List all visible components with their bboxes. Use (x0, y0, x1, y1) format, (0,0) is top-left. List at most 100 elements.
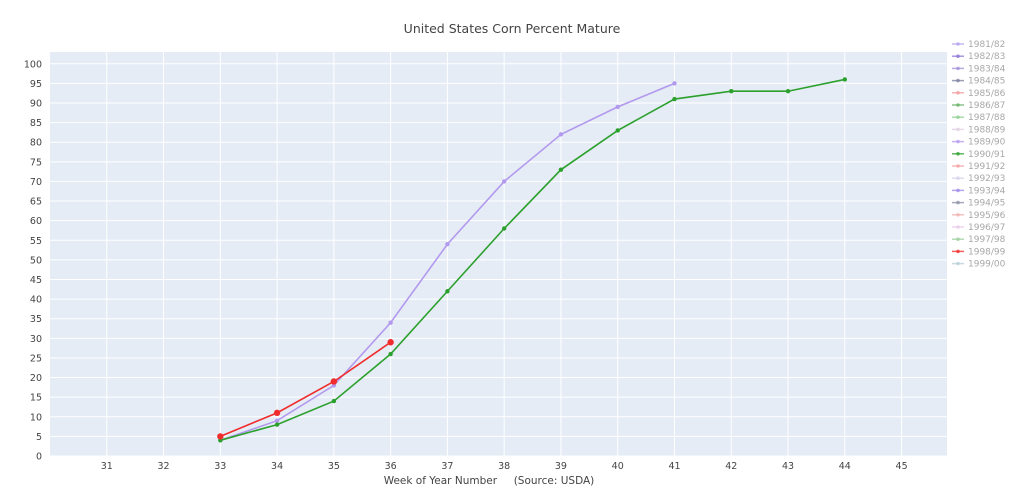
y-tick-label: 55 (30, 236, 42, 247)
data-point (388, 320, 393, 325)
legend-item[interactable]: 1986/87 (952, 101, 1005, 111)
legend-marker-icon (956, 127, 960, 132)
legend-marker-icon (956, 249, 960, 254)
x-tick-label: 39 (555, 461, 567, 472)
legend-item[interactable]: 1999/00 (952, 260, 1006, 270)
data-point (217, 433, 224, 440)
legend-item[interactable]: 1984/85 (952, 77, 1005, 87)
data-point (273, 409, 281, 417)
y-tick-label: 25 (30, 353, 42, 364)
legend-marker-icon (956, 188, 960, 193)
y-tick-label: 85 (30, 118, 42, 129)
data-point (445, 289, 450, 294)
legend-marker-icon (956, 152, 960, 156)
y-tick-label: 65 (30, 197, 42, 208)
series-line (220, 341, 392, 438)
legend-label: 1998/99 (968, 247, 1006, 257)
legend-label: 1981/82 (968, 40, 1005, 50)
legend-item[interactable]: 1985/86 (952, 89, 1006, 99)
legend-item[interactable]: 1998/99 (952, 247, 1006, 257)
x-tick-label: 31 (101, 461, 113, 472)
legend-marker-icon (956, 54, 960, 58)
legend-label: 1994/95 (968, 199, 1005, 209)
x-tick-label: 45 (896, 461, 908, 472)
legend-marker-icon (956, 261, 960, 266)
legend-marker-icon (956, 91, 960, 95)
legend-item[interactable]: 1992/93 (952, 174, 1005, 184)
data-point (445, 241, 450, 247)
y-tick-label: 5 (36, 432, 42, 443)
legend-item[interactable]: 1995/96 (952, 211, 1006, 221)
legend-item[interactable]: 1982/83 (952, 52, 1005, 62)
legend-label: 1984/85 (968, 77, 1005, 87)
x-tick-label: 42 (725, 461, 737, 472)
series-line (220, 78, 845, 442)
y-tick-label: 45 (30, 275, 42, 286)
y-tick-label: 30 (30, 334, 42, 345)
legend-label: 1997/98 (968, 235, 1006, 245)
legend-item[interactable]: 1991/92 (952, 162, 1005, 172)
legend-label: 1987/88 (968, 113, 1006, 123)
y-tick-label: 75 (30, 157, 42, 168)
x-tick-label: 40 (612, 461, 624, 472)
legend-item[interactable]: 1990/91 (952, 150, 1005, 160)
legend-item[interactable]: 1983/84 (952, 64, 1006, 74)
legend[interactable]: 1981/82 1982/83 1983/84 1984/85 1985/86 1986/… (952, 40, 1006, 270)
legend-marker-icon (956, 139, 960, 144)
data-point (501, 226, 507, 231)
data-point (615, 104, 620, 110)
y-tick-label: 100 (24, 59, 42, 70)
legend-item[interactable]: 1981/82 (952, 40, 1005, 50)
data-point (274, 422, 280, 427)
x-tick-label: 34 (271, 461, 283, 472)
gridlines (50, 52, 947, 457)
legend-label: 1989/90 (968, 138, 1006, 148)
legend-item[interactable]: 1994/95 (952, 199, 1005, 209)
data-point (615, 128, 620, 133)
data-point (274, 418, 280, 423)
y-tick-label: 70 (30, 177, 42, 188)
legend-marker-icon (956, 42, 960, 46)
legend-item[interactable]: 1987/88 (952, 113, 1006, 123)
legend-item[interactable]: 1996/97 (952, 223, 1005, 233)
legend-item[interactable]: 1988/89 (952, 125, 1006, 135)
legend-marker-icon (956, 164, 960, 168)
y-tick-label: 0 (36, 452, 42, 463)
data-point (501, 179, 507, 184)
x-tick-label: 41 (668, 461, 680, 472)
y-axis-ticks: 0 5 10 15 20 25 30 35 40 45 50 55 60 65 70 75 80 85 90 95 10… (24, 59, 42, 462)
y-tick-label: 35 (30, 314, 42, 325)
legend-label: 1986/87 (968, 101, 1005, 111)
data-point (388, 351, 393, 357)
legend-label: 1992/93 (968, 174, 1005, 184)
legend-label: 1999/00 (968, 260, 1006, 270)
legend-marker-icon (956, 237, 960, 241)
data-point (331, 398, 337, 404)
legend-label: 1991/92 (968, 162, 1005, 172)
y-tick-label: 90 (30, 98, 42, 109)
x-tick-label: 36 (385, 461, 397, 472)
legend-item[interactable]: 1989/90 (952, 138, 1006, 148)
x-axis-title: Week of Year Number (Source: USDA) (384, 475, 595, 487)
y-tick-label: 15 (30, 393, 42, 404)
legend-label: 1982/83 (968, 52, 1005, 62)
x-tick-label: 37 (441, 461, 453, 472)
legend-item[interactable]: 1993/94 (952, 186, 1006, 196)
legend-marker-icon (956, 78, 960, 83)
x-tick-label: 43 (782, 461, 794, 472)
legend-item[interactable]: 1997/98 (952, 235, 1006, 245)
data-point (785, 89, 791, 94)
data-point (387, 339, 394, 346)
y-tick-label: 20 (30, 373, 42, 384)
y-tick-label: 40 (30, 295, 42, 306)
data-point (672, 96, 677, 102)
legend-label: 1990/91 (968, 150, 1005, 160)
x-tick-label: 33 (214, 461, 226, 472)
legend-marker-icon (956, 176, 960, 180)
x-tick-label: 38 (498, 461, 510, 472)
x-tick-label: 32 (157, 461, 169, 472)
x-axis-ticks: 31 32 33 34 35 36 37 38 39 40 41 42 43 44 45 (101, 461, 908, 472)
y-tick-label: 50 (30, 255, 42, 266)
legend-marker-icon (956, 66, 960, 71)
